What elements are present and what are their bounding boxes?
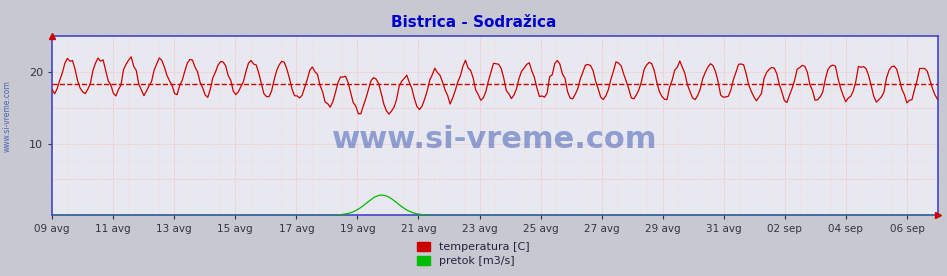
Text: www.si-vreme.com: www.si-vreme.com <box>332 125 657 155</box>
Text: Bistrica - Sodražica: Bistrica - Sodražica <box>391 15 556 30</box>
Legend: temperatura [C], pretok [m3/s]: temperatura [C], pretok [m3/s] <box>413 237 534 270</box>
Text: www.si-vreme.com: www.si-vreme.com <box>3 80 12 152</box>
